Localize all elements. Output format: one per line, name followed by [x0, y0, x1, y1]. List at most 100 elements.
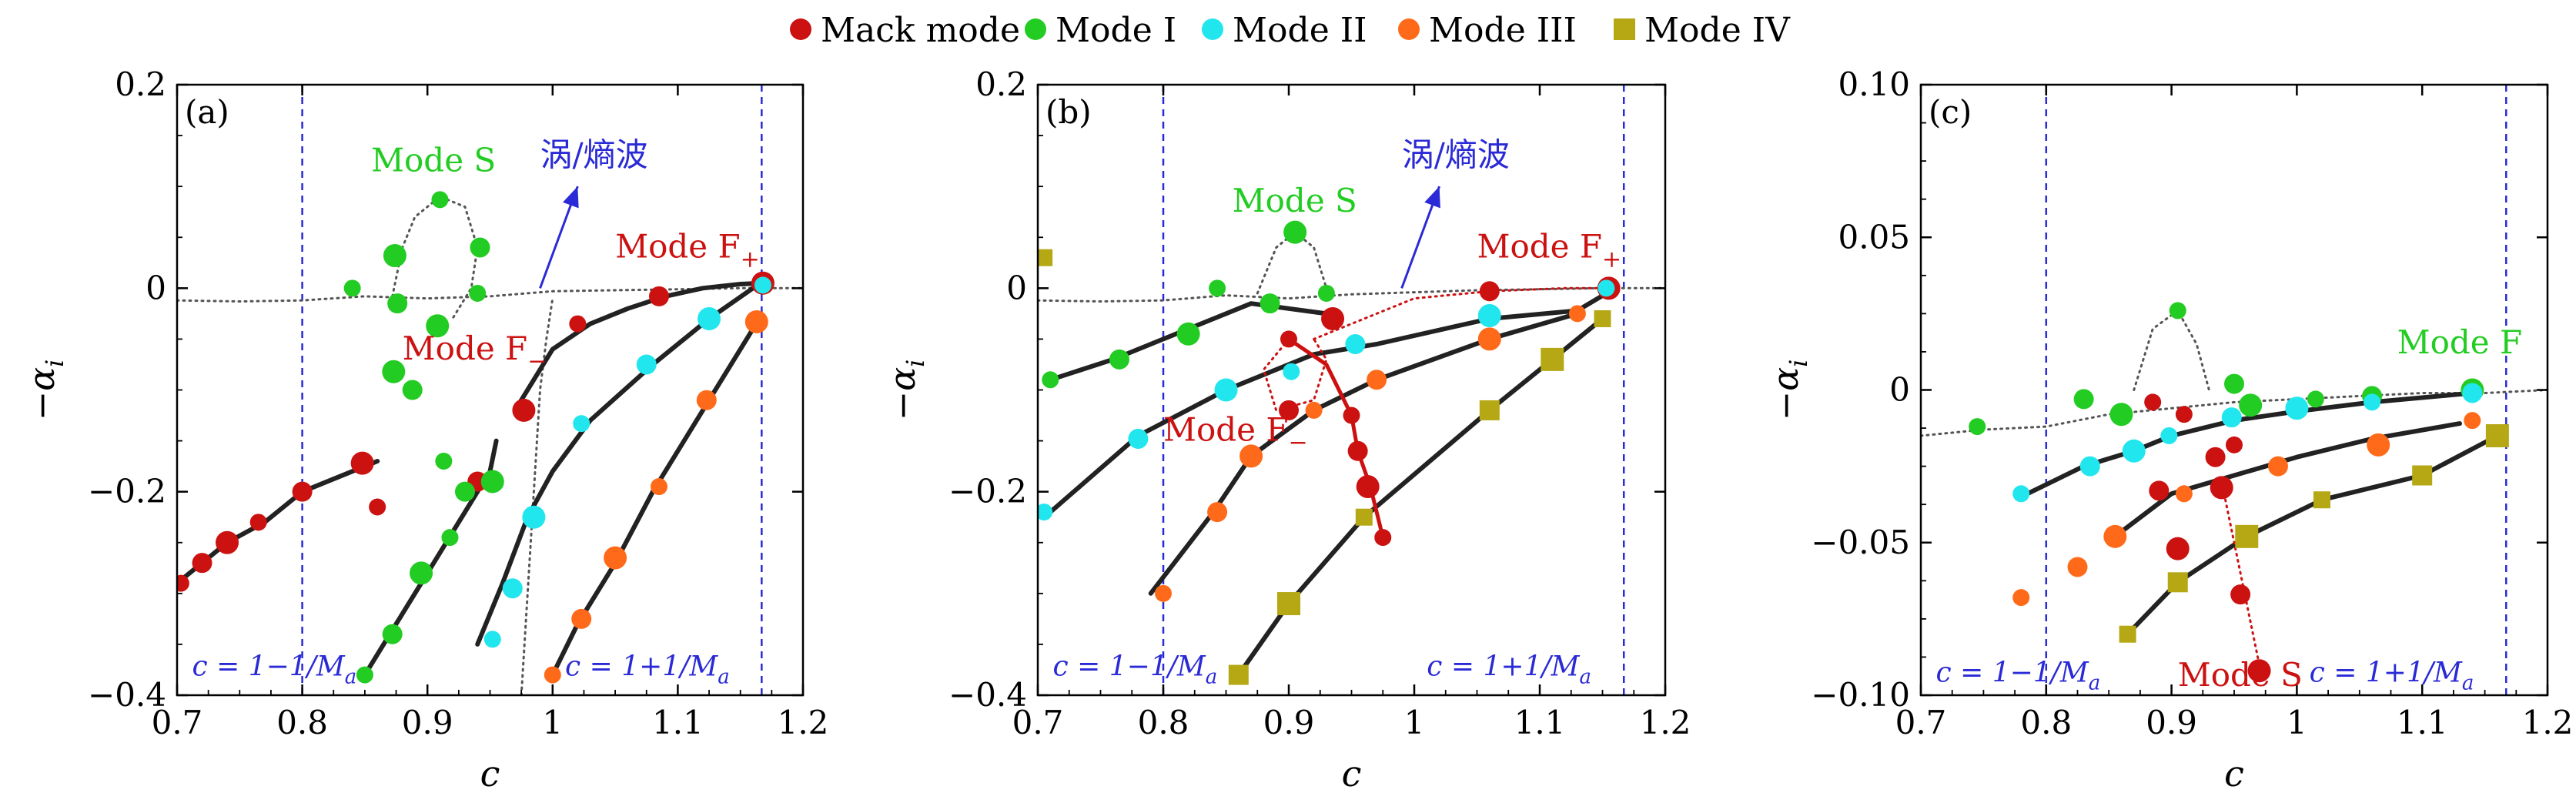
curve-mode4-curve [2125, 433, 2500, 637]
y-axis-label-sub: i [1784, 360, 1813, 367]
vline-label-sub: a [1579, 665, 1591, 688]
vline-label-0: c = 1−1/Ma [1936, 657, 2101, 694]
point-mode-i-9 [343, 279, 361, 297]
annotation-main: Mode S [2178, 656, 2303, 694]
point-mack-mode-6 [2226, 436, 2243, 453]
vline-label-sub: a [1206, 665, 1218, 688]
annotation-2: Mode F− [1163, 411, 1308, 457]
point-mode-iii-0 [544, 666, 561, 684]
data-layer [177, 85, 803, 695]
point-mack-mode-1 [2149, 480, 2170, 501]
x-tick-label-1: 0.8 [276, 704, 328, 741]
annotation-1: Mode S [2178, 656, 2303, 694]
point-mode-i-5 [480, 470, 504, 494]
point-mack-mode-2 [216, 530, 239, 554]
x-axis-label: c [2224, 753, 2244, 795]
point-mode-ii-0 [483, 631, 501, 648]
curve-mode2-curve [1048, 286, 1618, 515]
chart-panel-0: 0.7 0.8 0.9 1 1.1 1.2 −0.4 −0.2 0 0.2 c −αi (a) c = 1… [21, 65, 828, 795]
y-tick-label-0: −0.4 [948, 676, 1027, 714]
point-mack-mode-2 [1321, 306, 1345, 330]
annotation-main: Mode F [1163, 411, 1289, 449]
point-mack-mode-0 [2144, 393, 2162, 411]
point-mode-i-0 [1969, 418, 1986, 436]
point-mack-mode-7 [1479, 281, 1500, 302]
annotation-3: 涡/熵波 [1402, 136, 1510, 174]
point-mode-iv-2 [2235, 524, 2259, 548]
x-tick-label-0: 0.7 [1895, 704, 1947, 741]
x-tick-label-0: 0.7 [1012, 704, 1064, 741]
point-mack-mode-3 [249, 514, 267, 531]
point-mode-ii-2 [2122, 439, 2146, 463]
vline-label-main: c = 1+1/M [1427, 651, 1580, 682]
x-tick-label-2: 0.9 [402, 704, 453, 741]
annotation-main: Mode F [1477, 228, 1603, 266]
x-tick-label-5: 1.2 [1640, 704, 1691, 741]
annotation-main: Mode S [1233, 182, 1357, 219]
point-mode-iii-1 [571, 608, 592, 629]
x-axis-label: c [480, 753, 500, 795]
y-axis-label: −αi [882, 360, 930, 421]
x-tick-label-1: 0.8 [2020, 704, 2072, 741]
point-mack-mode-9 [569, 315, 587, 333]
point-mode-iii-5 [2367, 433, 2390, 457]
point-mode-ii-3 [573, 415, 590, 433]
x-tick-label-4: 1.1 [1514, 704, 1566, 741]
point-mode-i-15 [431, 191, 449, 209]
point-mack-mode-5 [1356, 475, 1380, 499]
x-tick-label-0: 0.7 [152, 704, 203, 741]
arrow-head [562, 186, 579, 209]
y-axis-label-sub: i [901, 360, 930, 367]
vline-label-main: c = 1−1/M [192, 651, 346, 682]
point-mack-mode-1 [1279, 400, 1299, 420]
annotation-0: Mode S [371, 141, 496, 179]
point-mode-i-4 [2224, 373, 2244, 394]
point-mack-mode-4 [292, 481, 313, 502]
annotation-sub: − [1289, 430, 1308, 457]
legend-label-3: Mode III [1429, 11, 1577, 50]
point-mode-iii-2 [2103, 524, 2127, 548]
x-tick-label-4: 1.1 [2397, 704, 2448, 741]
point-mode-ii-2 [522, 505, 546, 529]
annotation-0: Mode F [2397, 323, 2523, 361]
point-mode-iii-5 [1477, 327, 1501, 351]
annotation-main: Mode F [2397, 323, 2523, 361]
point-mack-mode-0 [1280, 330, 1297, 348]
point-mode-iii-6 [1568, 305, 1586, 323]
vline-label-main: c = 1+1/M [2310, 657, 2463, 688]
legend-label-0: Mack mode [821, 11, 1020, 50]
chart-panel-2: 0.7 0.8 0.9 1 1.1 1.2 −0.10 −0.05 0 0.05 0.10 c −αi (… [1765, 65, 2573, 795]
point-mode-iii-6 [2464, 412, 2481, 430]
curve-mode2-curve [475, 286, 755, 647]
point-mode-ii-6 [2364, 393, 2381, 411]
y-tick-label-0: −0.10 [1811, 676, 1910, 714]
y-tick-label-3: 0.05 [1838, 218, 1910, 256]
point-mode-ii-4 [1345, 334, 1366, 355]
annotation-sub: + [741, 246, 760, 273]
point-mack-mode-4 [1347, 440, 1368, 461]
legend-marker-2 [1202, 18, 1223, 40]
point-mode-i-1 [1109, 349, 1129, 370]
point-mode-i-1 [382, 624, 403, 644]
point-mode-ii-2 [1214, 378, 1238, 402]
point-mode-iv-5 [2485, 423, 2509, 447]
point-mode-i-3 [441, 529, 459, 547]
x-tick-label-1: 0.8 [1138, 704, 1189, 741]
point-mack-mode-5 [2210, 476, 2233, 500]
vline-label-sub: a [2089, 671, 2101, 694]
annotation-sub: + [1602, 246, 1621, 273]
point-mode-iv-6 [1594, 309, 1611, 327]
y-tick-label-1: −0.2 [948, 473, 1027, 510]
point-mode-iii-5 [744, 309, 768, 333]
legend-label-1: Mode I [1055, 11, 1176, 50]
point-mack-mode-6 [1374, 529, 1392, 547]
vline-label-main: c = 1−1/M [1936, 657, 2089, 688]
point-mode-ii-3 [2160, 427, 2178, 444]
point-mack-mode-1 [192, 553, 212, 574]
point-mode-ii-4 [636, 354, 657, 375]
annotation-1: Mode F+ [615, 228, 760, 273]
curve-acoustic-branch [520, 297, 554, 695]
curve-continuous-spectrum [1921, 389, 2548, 437]
point-mack-mode-3 [1343, 407, 1360, 424]
